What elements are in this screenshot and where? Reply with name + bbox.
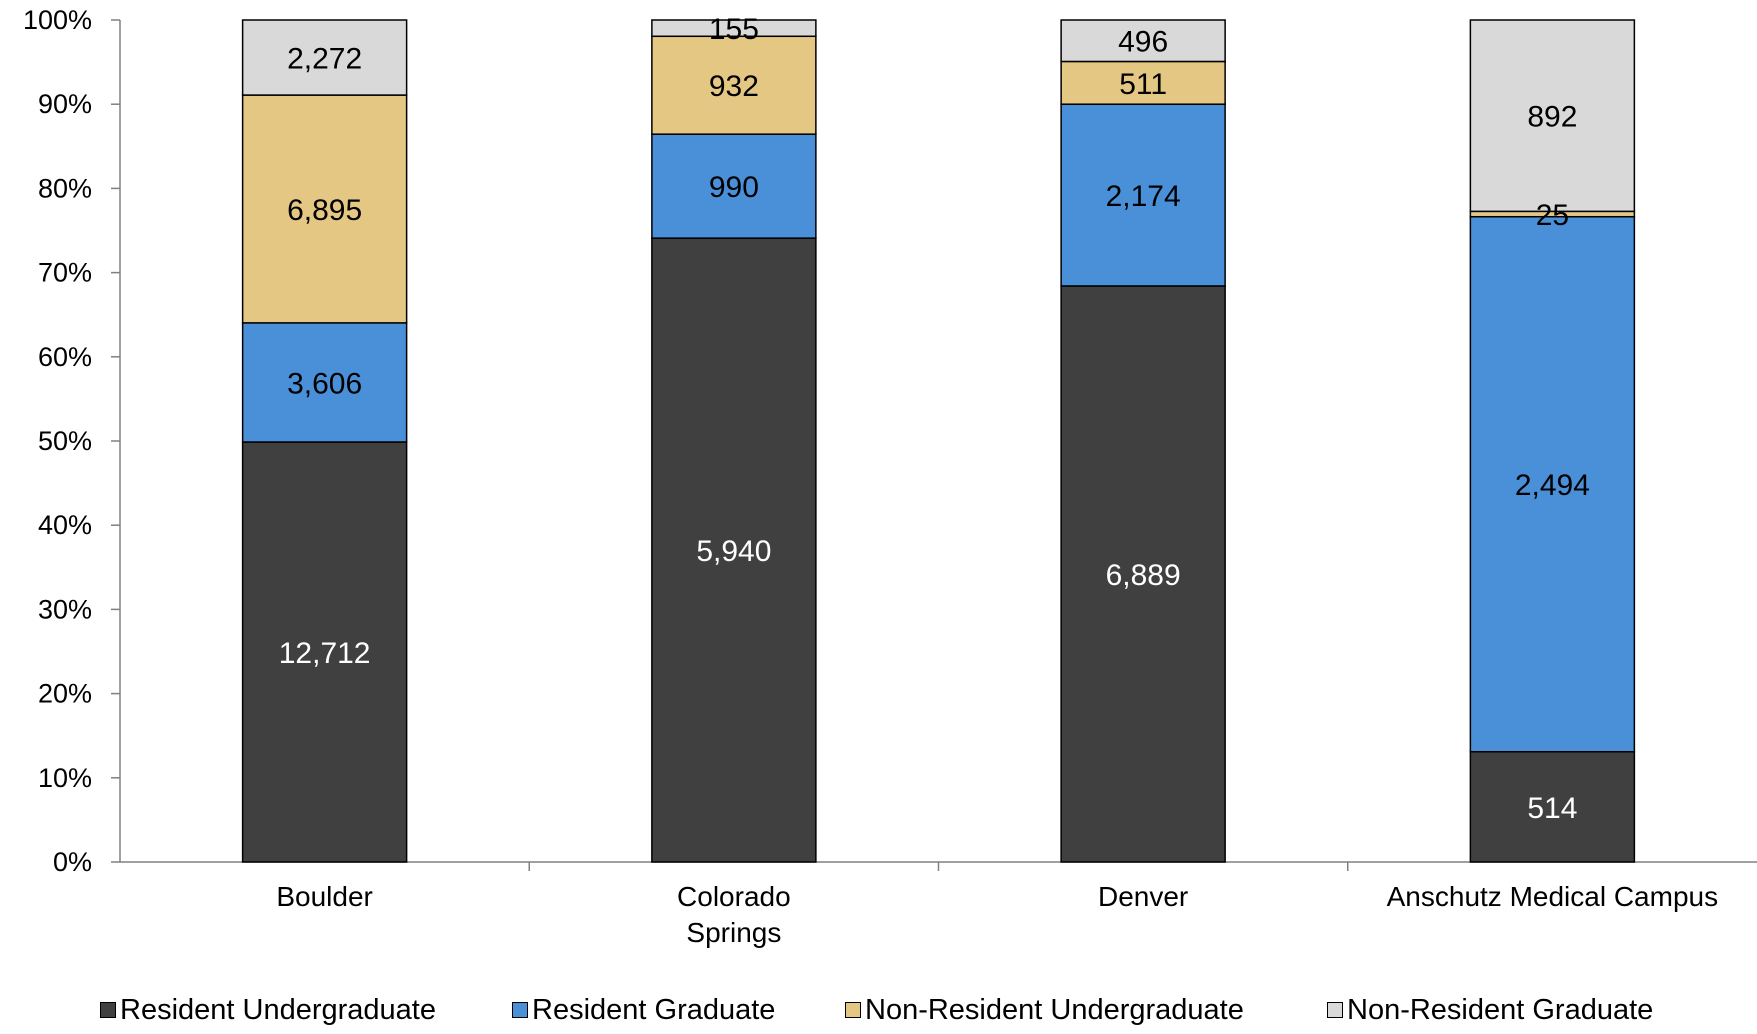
bars: 12,712 3,606 6,895 2,272 5,940 990 932 155 6,889… bbox=[241, 13, 1636, 863]
y-tick-label: 40% bbox=[38, 510, 92, 540]
data-label: 2,174 bbox=[1106, 180, 1181, 213]
data-label: 2,272 bbox=[287, 43, 362, 76]
data-label: 990 bbox=[709, 171, 759, 204]
bar-segment bbox=[1060, 60, 1226, 105]
legend-label: Non-Resident Undergraduate bbox=[865, 993, 1244, 1026]
bar-anschutz-medical-campus: 514 2,494 25 892 bbox=[1469, 19, 1636, 863]
bar-segment bbox=[1060, 19, 1226, 63]
data-label: 12,712 bbox=[279, 637, 371, 670]
legend-swatch bbox=[100, 1002, 116, 1018]
data-label: 892 bbox=[1527, 101, 1577, 134]
stacked-bar-chart: 0% 10% 20% 30% 40% 50% 60% 70% 80% 90% 100% Boulde… bbox=[23, 5, 1757, 948]
data-label: 932 bbox=[709, 70, 759, 103]
bar-segment bbox=[1469, 19, 1636, 213]
bar-denver: 6,889 2,174 511 496 bbox=[1060, 19, 1226, 863]
legend-label: Non-Resident Graduate bbox=[1347, 993, 1654, 1026]
legend-item: Non-Resident Graduate bbox=[1327, 990, 1653, 1030]
bar-segment bbox=[1469, 750, 1636, 863]
y-tick-label: 30% bbox=[38, 594, 92, 624]
y-tick-label: 60% bbox=[38, 342, 92, 372]
x-tick-label: Boulder bbox=[276, 881, 373, 912]
y-tick-label: 0% bbox=[53, 847, 92, 877]
data-label: 496 bbox=[1118, 26, 1168, 59]
data-label: 155 bbox=[709, 13, 759, 46]
x-tick-label: Anschutz Medical Campus bbox=[1387, 881, 1718, 912]
legend-swatch bbox=[845, 1002, 861, 1018]
y-tick-label: 100% bbox=[23, 5, 92, 35]
data-label: 514 bbox=[1527, 792, 1577, 825]
bar-segment bbox=[651, 19, 817, 38]
legend-item: Resident Graduate bbox=[512, 990, 775, 1030]
bar-segment bbox=[241, 441, 408, 863]
legend-item: Resident Undergraduate bbox=[100, 990, 436, 1030]
bar-segment bbox=[241, 94, 408, 324]
x-tick-label: Denver bbox=[1098, 881, 1188, 912]
y-tick-label: 10% bbox=[38, 763, 92, 793]
legend-swatch bbox=[512, 1002, 528, 1018]
bar-segment bbox=[1469, 215, 1636, 753]
data-label: 511 bbox=[1119, 68, 1167, 101]
bar-segment bbox=[651, 133, 817, 239]
y-axis: 0% 10% 20% 30% 40% 50% 60% 70% 80% 90% 100% bbox=[23, 5, 121, 877]
legend: Resident Undergraduate Resident Graduate N… bbox=[0, 990, 1757, 1030]
bar-colorado-springs: 5,940 990 932 155 bbox=[651, 13, 817, 863]
legend-item: Non-Resident Undergraduate bbox=[845, 990, 1244, 1030]
legend-label: Resident Undergraduate bbox=[120, 993, 436, 1026]
data-label: 6,889 bbox=[1106, 559, 1181, 592]
y-tick-label: 90% bbox=[38, 89, 92, 119]
bar-segment bbox=[1060, 103, 1226, 287]
bar-segment bbox=[241, 322, 408, 443]
data-label: 5,940 bbox=[696, 535, 771, 568]
data-label: 3,606 bbox=[287, 367, 362, 400]
y-tick-label: 20% bbox=[38, 679, 92, 709]
x-tick-label: Colorado Springs bbox=[677, 881, 791, 948]
bar-segment bbox=[1060, 285, 1226, 863]
x-axis: Boulder Colorado Springs Denver Anschutz Med… bbox=[120, 861, 1757, 948]
y-tick-label: 80% bbox=[38, 173, 92, 203]
bar-segment bbox=[651, 237, 817, 863]
y-tick-label: 70% bbox=[38, 258, 92, 288]
y-tick-label: 50% bbox=[38, 426, 92, 456]
bar-boulder: 12,712 3,606 6,895 2,272 bbox=[241, 19, 408, 863]
legend-swatch bbox=[1327, 1002, 1343, 1018]
data-label: 2,494 bbox=[1515, 469, 1590, 502]
data-label: 25 bbox=[1536, 199, 1569, 232]
legend-label: Resident Graduate bbox=[532, 993, 776, 1026]
bar-segment bbox=[241, 19, 408, 96]
data-label: 6,895 bbox=[287, 194, 362, 227]
